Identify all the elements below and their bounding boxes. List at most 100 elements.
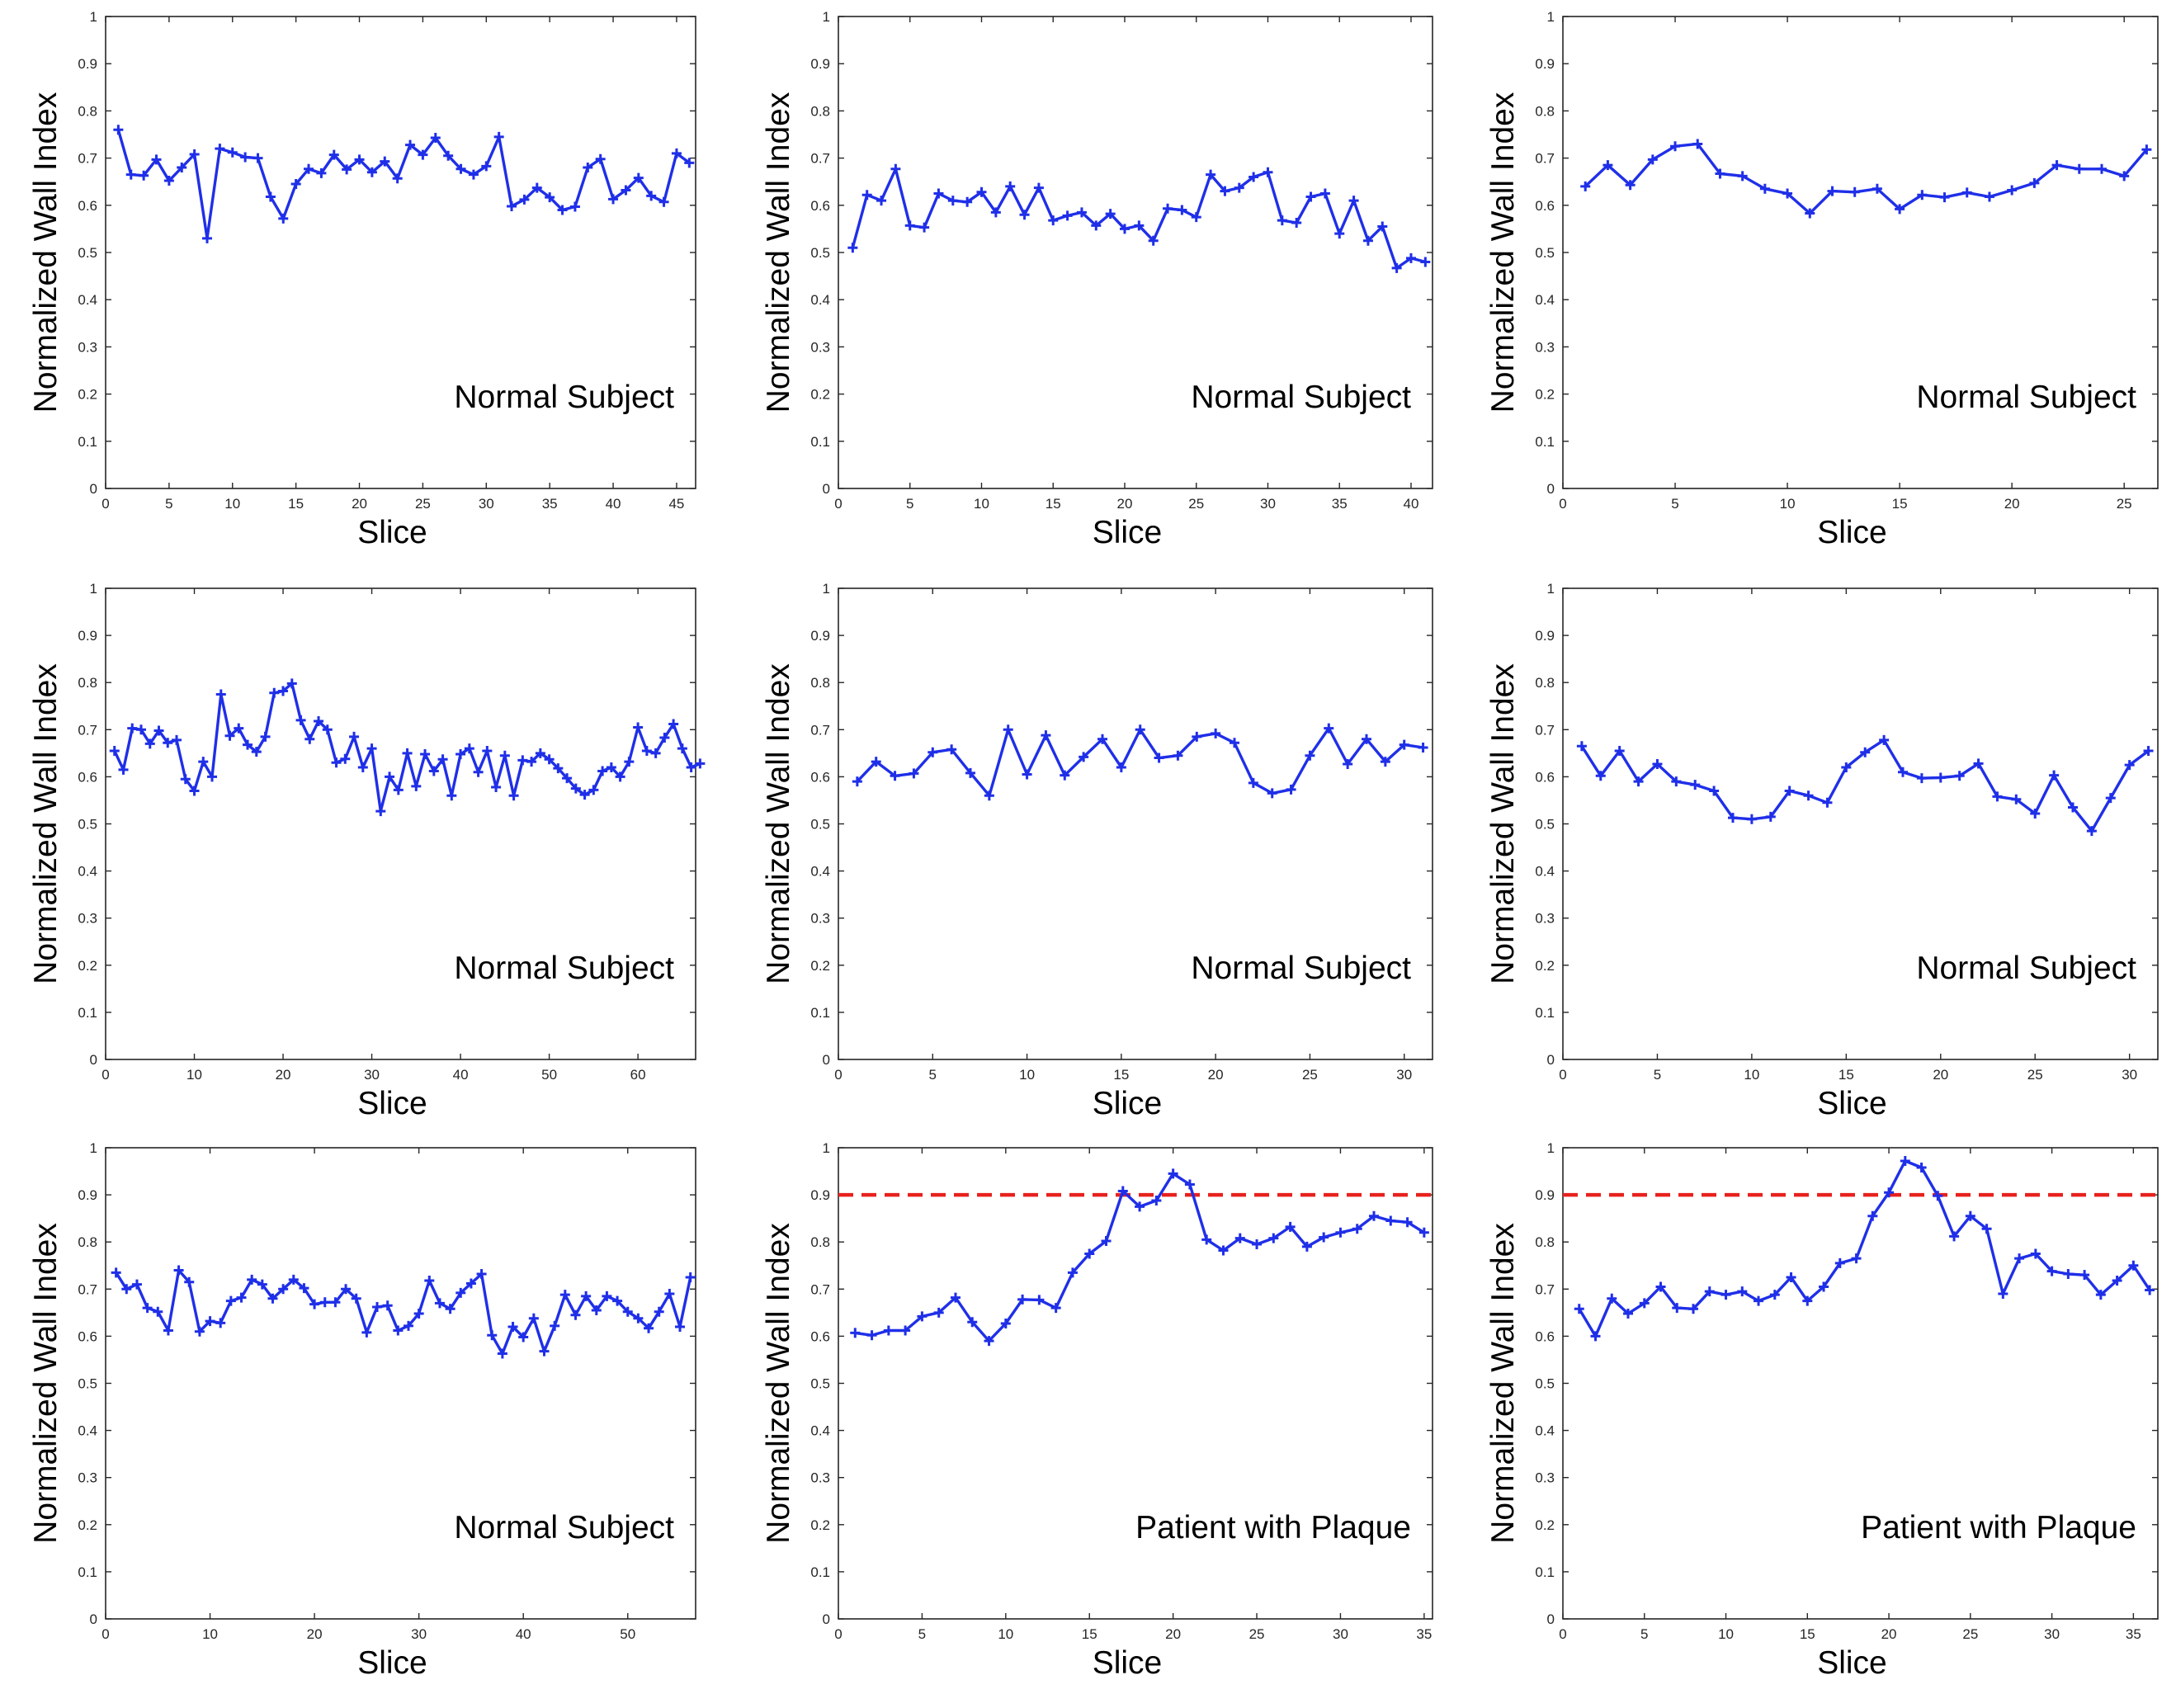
data-point xyxy=(189,786,200,796)
data-point xyxy=(1234,182,1244,193)
data-point xyxy=(125,169,136,180)
y-tick-label: 0.1 xyxy=(1535,1564,1555,1580)
data-point xyxy=(595,153,606,164)
data-point xyxy=(1895,204,1905,215)
y-tick-label: 0.5 xyxy=(1535,245,1555,261)
data-point xyxy=(224,730,235,741)
data-point xyxy=(1590,1331,1601,1342)
data-point xyxy=(1670,141,1681,152)
y-tick-label: 1 xyxy=(1547,1140,1555,1156)
data-point xyxy=(111,1267,121,1278)
data-point xyxy=(1786,1272,1796,1283)
data-point xyxy=(405,139,416,150)
data-point xyxy=(2096,163,2107,174)
data-point xyxy=(487,1330,498,1341)
x-tick-label: 0 xyxy=(101,1626,109,1642)
y-tick-label: 0.4 xyxy=(1535,864,1555,880)
data-point xyxy=(919,222,930,233)
data-point xyxy=(1607,1293,1617,1304)
data-point xyxy=(1782,188,1793,199)
y-tick-label: 1 xyxy=(823,9,830,25)
data-point xyxy=(965,767,975,778)
x-tick-label: 15 xyxy=(1892,496,1908,512)
y-tick-label: 0 xyxy=(1547,1052,1555,1068)
data-point xyxy=(1301,1241,1312,1252)
data-point xyxy=(1135,724,1145,735)
data-point xyxy=(1961,187,1972,198)
data-point xyxy=(357,762,368,772)
data-point xyxy=(1369,1210,1380,1221)
y-tick-label: 0.5 xyxy=(78,817,97,833)
y-tick-label: 0 xyxy=(823,1052,830,1068)
data-point xyxy=(597,766,608,776)
data-point xyxy=(443,150,454,161)
data-point xyxy=(2030,1248,2041,1259)
data-point xyxy=(278,686,289,696)
data-point xyxy=(260,731,271,742)
data-point xyxy=(1916,1162,1927,1172)
y-axis-label: Normalized Wall Index xyxy=(761,663,796,984)
y-tick-label: 0.8 xyxy=(78,1234,97,1250)
data-point xyxy=(1248,777,1258,788)
data-point xyxy=(385,771,395,782)
y-tick-label: 0.2 xyxy=(78,1517,97,1533)
plot-frame xyxy=(838,587,1433,1060)
y-tick-label: 0 xyxy=(1547,481,1555,497)
data-point xyxy=(507,201,517,211)
data-point xyxy=(194,1326,205,1337)
data-point xyxy=(646,191,657,201)
data-point xyxy=(236,1292,247,1303)
data-point xyxy=(180,774,191,785)
x-axis-label: Slice xyxy=(357,515,427,550)
data-point xyxy=(1377,221,1388,232)
data-point xyxy=(984,1336,994,1347)
x-tick-label: 0 xyxy=(1559,1626,1566,1642)
data-point xyxy=(1003,724,1013,735)
data-point xyxy=(654,1306,664,1317)
data-point xyxy=(984,790,994,801)
data-point xyxy=(163,176,174,186)
y-tick-label: 0.2 xyxy=(1535,1517,1555,1533)
panel-annotation: Patient with Plaque xyxy=(1135,1510,1411,1545)
y-tick-label: 0.6 xyxy=(810,198,830,214)
x-tick-label: 10 xyxy=(1019,1067,1035,1083)
data-point xyxy=(314,716,324,727)
data-point xyxy=(342,164,352,175)
data-point xyxy=(531,182,542,193)
data-point xyxy=(606,762,616,772)
data-point xyxy=(1418,1227,1429,1238)
data-point xyxy=(1746,814,1757,824)
x-tick-label: 15 xyxy=(1046,496,1061,512)
y-axis-label: Normalized Wall Index xyxy=(1485,92,1521,413)
data-point xyxy=(1000,1318,1011,1328)
x-tick-label: 10 xyxy=(974,496,989,512)
data-point xyxy=(1652,758,1663,769)
data-point xyxy=(852,776,862,787)
x-axis-label: Slice xyxy=(1817,515,1887,550)
data-point xyxy=(215,1318,226,1328)
data-point xyxy=(473,767,484,777)
panel-annotation: Normal Subject xyxy=(454,951,674,986)
data-point xyxy=(420,748,431,759)
data-point xyxy=(136,724,147,735)
data-point xyxy=(2029,177,2040,188)
x-tick-label: 35 xyxy=(1332,496,1348,512)
y-tick-label: 0.8 xyxy=(78,675,97,691)
data-point xyxy=(1206,169,1216,180)
data-point xyxy=(382,1300,393,1311)
y-tick-label: 0.5 xyxy=(1535,1376,1555,1392)
panel-annotation: Normal Subject xyxy=(1191,380,1411,415)
data-point xyxy=(1019,210,1030,220)
data-point xyxy=(465,1278,476,1289)
x-tick-label: 20 xyxy=(2004,496,2020,512)
y-tick-label: 0.7 xyxy=(810,151,830,167)
data-point xyxy=(375,806,386,817)
data-point xyxy=(990,207,1001,218)
data-point xyxy=(1614,745,1625,756)
data-point xyxy=(1851,1253,1862,1264)
y-tick-label: 0.4 xyxy=(78,864,97,880)
data-point xyxy=(1827,186,1838,196)
y-tick-label: 0.6 xyxy=(810,1328,830,1344)
y-axis-label: Normalized Wall Index xyxy=(28,92,64,413)
data-point xyxy=(1191,212,1201,223)
